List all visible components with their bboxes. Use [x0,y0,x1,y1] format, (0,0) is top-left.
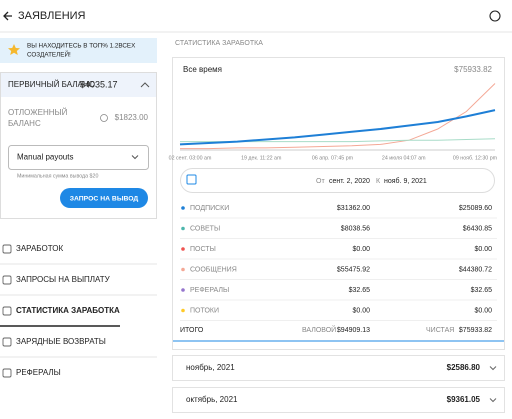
row-gross: $8038.56 [341,225,370,232]
row-gross: $32.65 [349,287,371,294]
row-name: СООБЩЕНИЯ [190,266,237,273]
banner-text: ВЫ НАХОДИТЕСЬ В ТОП% 1.2ВСЕХ [27,43,136,50]
nav-icon [2,244,12,254]
row-gross: $55475.92 [337,266,370,273]
row-dot [181,206,185,210]
stats-title: СТАТИСТИКА ЗАРАБОТКА [175,40,263,47]
row-net: $25089.60 [459,205,492,212]
months: ноябрь, 2021 $2586.80 октябрь, 2021 $9361.0… [172,355,505,413]
range-to: нояб. 9, 2021 [384,177,427,185]
row-name: РЕФЕРАЛЫ [190,287,229,294]
back-button[interactable] [3,11,12,21]
page-title: ЗАЯВЛЕНИЯ [18,10,86,22]
x-tick-label: 09 нояб. 12:30 pm [453,155,498,161]
row-gross: $31362.00 [337,205,370,212]
row-net: $6430.85 [463,225,492,232]
month-amount: $9361.05 [447,395,481,404]
row-net: $0.00 [474,307,492,314]
series-line [179,109,496,146]
row-dot [181,226,185,231]
row-gross: $0.00 [352,246,370,253]
pending-label: ОТЛОЖЕННЫЙ [8,108,68,117]
row-dot [181,308,185,313]
x-tick-label: 06 апр. 07:45 pm [312,155,354,161]
star-icon [8,44,20,55]
date-range[interactable] [180,168,495,193]
withdraw-button-label: ЗАПРОС НА ВЫВОД [70,195,139,202]
payout-hint: Минимальная сумма вывода $20 [17,173,98,179]
x-tick-label: 24 июля 04:07 am [382,155,426,161]
range-from-label: От [316,178,325,185]
withdraw-button[interactable] [60,188,148,208]
row-net: $44380.72 [459,266,492,273]
month-card[interactable] [172,387,505,413]
nav-item[interactable]: РЕФЕРАЛЫ [16,368,61,377]
row-net: $32.65 [471,287,493,294]
banner [0,38,157,63]
nav-icon [2,306,12,316]
nav-item[interactable]: ЗАПРОСЫ НА ВЫПЛАТУ [16,275,111,284]
stats-card [172,57,505,350]
row-name: ПОСТЫ [190,246,216,253]
payout-select[interactable] [8,145,149,170]
row-dot [181,247,185,251]
banner-text: СОЗДАТЕЛЕЙ! [27,50,71,59]
nav-icon [2,275,12,285]
totals-label: ИТОГО [180,327,204,334]
pending-label: БАЛАНС [8,119,41,128]
payout-select-value: Manual payouts [17,153,73,162]
nav-item[interactable]: ЗАРАБОТОК [16,244,63,253]
calendar-icon [186,174,197,185]
period: Все время [183,65,222,74]
rows: ПОДПИСКИ $31362.00 $25089.60 СОВЕТЫ $8038.56… [180,205,497,321]
row-name: ПОДПИСКИ [190,205,229,212]
net-total: $75933.82 [459,327,492,334]
nav: ЗАРАБОТОК ЗАПРОСЫ НА ВЫПЛАТУ СТАТИСТИКА ЗА… [0,244,157,378]
row-net: $0.00 [474,246,492,253]
x-tick-label: 19 дек. 11:22 am [241,155,282,161]
balance-label: ПЕРВИЧНЫЙ БАЛАНС [8,80,95,89]
info-icon [100,114,108,122]
month-card[interactable] [172,355,505,381]
month-label: ноябрь, 2021 [186,363,235,372]
nav-icon [2,337,12,347]
collapse-icon[interactable] [140,82,150,88]
row-gross: $0.00 [352,307,370,314]
select-arrow [131,155,139,160]
expand-icon [489,398,497,403]
month-label: октябрь, 2021 [186,395,238,404]
net-label: ЧИСТАЯ [426,327,454,334]
expand-icon [489,366,497,371]
gross-label: ВАЛОВОЙ [302,325,336,334]
nav-icon [2,368,12,378]
balance-amount: $4035.17 [80,79,118,89]
x-tick-label: 02 сент. 03:00 am [169,155,212,161]
row-name: СОВЕТЫ [190,225,220,232]
row-dot [181,267,185,272]
balance-header [1,73,156,97]
chart: 02 сент. 03:00 am 19 дек. 11:22 am 06 апр.… [169,83,498,161]
nav-item[interactable]: СТАТИСТИКА ЗАРАБОТКА [16,306,120,315]
range-to-label: К [376,178,381,185]
range-from: сент. 2, 2020 [329,178,370,185]
help-icon[interactable] [489,10,501,22]
gross-total: $94909.13 [337,327,370,334]
period-total: $75933.82 [454,65,492,74]
row-name: ПОТОКИ [190,307,219,314]
nav-item[interactable]: ЗАРЯДНЫЕ ВОЗВРАТЫ [16,337,106,346]
pending-amount: $1823.00 [115,113,149,122]
series-line [180,83,496,150]
row-dot [181,288,185,292]
month-amount: $2586.80 [447,363,481,372]
